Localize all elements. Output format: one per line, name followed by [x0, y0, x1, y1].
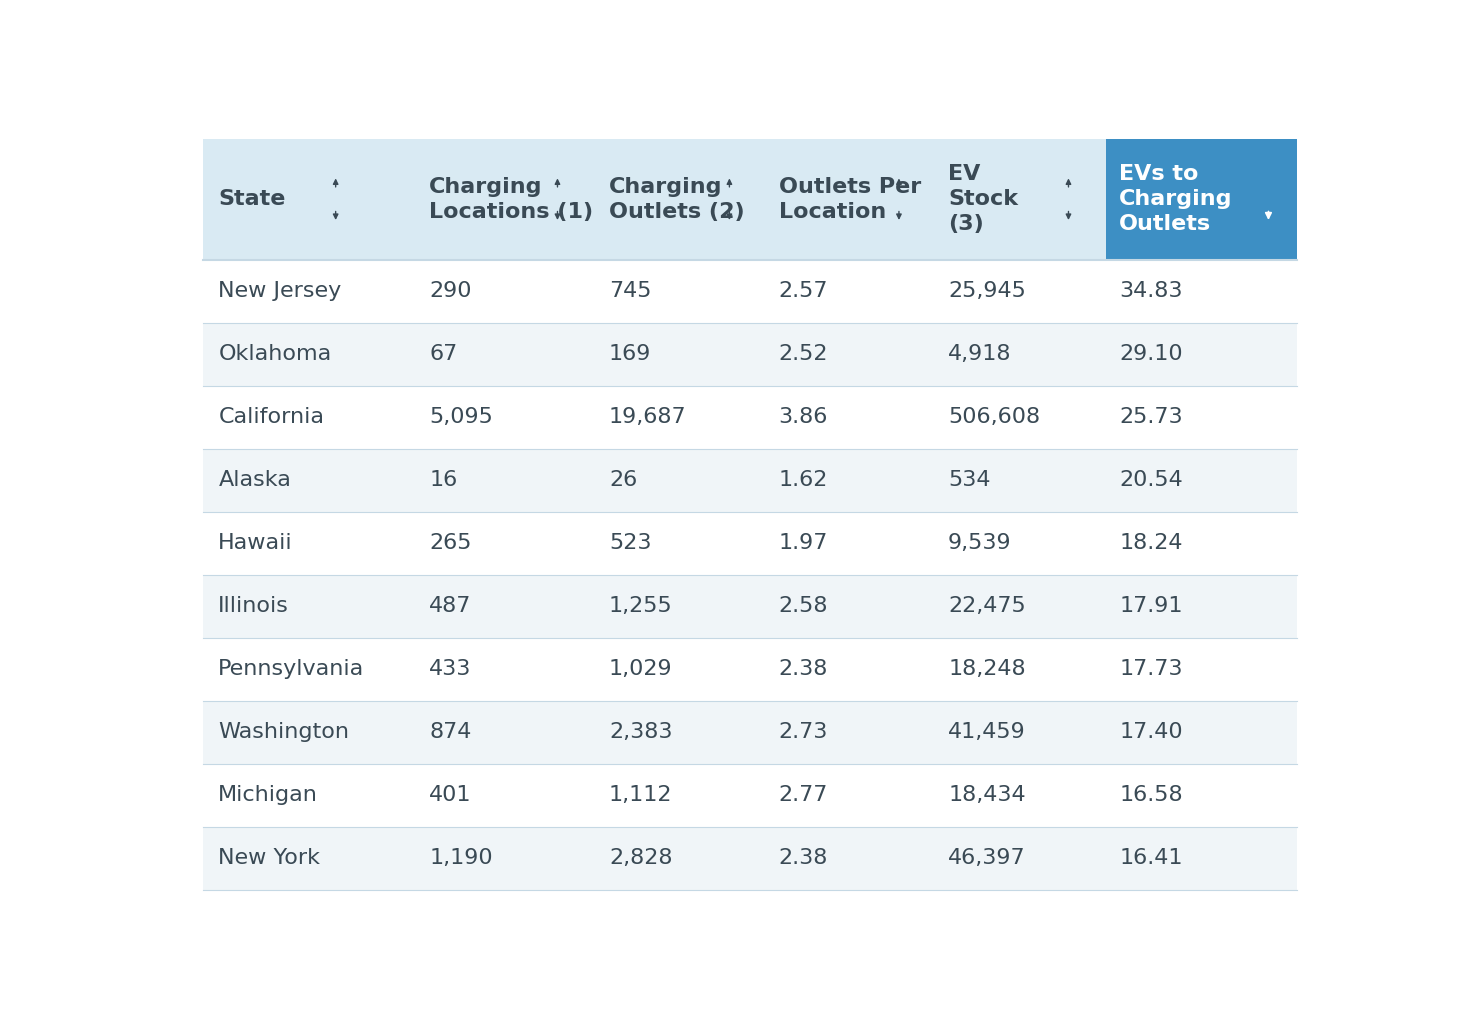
Text: New York: New York	[218, 848, 321, 869]
Text: Alaska: Alaska	[218, 471, 291, 490]
Text: 5,095: 5,095	[429, 407, 493, 428]
Text: 3.86: 3.86	[779, 407, 829, 428]
Text: 18,434: 18,434	[949, 786, 1026, 805]
Text: 25.73: 25.73	[1118, 407, 1183, 428]
Text: 16.58: 16.58	[1118, 786, 1183, 805]
Text: 9,539: 9,539	[949, 533, 1012, 553]
Text: California: California	[218, 407, 325, 428]
Text: 34.83: 34.83	[1118, 281, 1183, 302]
Text: 1,029: 1,029	[609, 659, 672, 679]
Text: 2,383: 2,383	[609, 722, 672, 743]
Text: 2,828: 2,828	[609, 848, 672, 869]
Text: 2.77: 2.77	[779, 786, 829, 805]
Text: 487: 487	[429, 596, 471, 616]
Text: 1.62: 1.62	[779, 471, 829, 490]
Text: 16.41: 16.41	[1118, 848, 1183, 869]
Bar	[203, 827, 1297, 890]
Text: 4,918: 4,918	[949, 345, 1012, 364]
Text: Washington: Washington	[218, 722, 350, 743]
Text: 2.58: 2.58	[779, 596, 829, 616]
Text: 17.40: 17.40	[1118, 722, 1183, 743]
Text: 20.54: 20.54	[1118, 471, 1183, 490]
Text: 1,190: 1,190	[429, 848, 493, 869]
Text: 25,945: 25,945	[949, 281, 1026, 302]
Text: 1,255: 1,255	[609, 596, 673, 616]
Text: 29.10: 29.10	[1118, 345, 1183, 364]
Text: 18,248: 18,248	[949, 659, 1026, 679]
Text: 46,397: 46,397	[949, 848, 1026, 869]
Text: 2.38: 2.38	[779, 659, 829, 679]
Text: 745: 745	[609, 281, 651, 302]
Bar	[203, 575, 1297, 637]
Text: Charging
Outlets (2): Charging Outlets (2)	[609, 177, 745, 222]
Bar	[203, 323, 1297, 386]
Text: Hawaii: Hawaii	[218, 533, 293, 553]
Bar	[203, 512, 1297, 575]
Text: 26: 26	[609, 471, 637, 490]
Text: 1,112: 1,112	[609, 786, 672, 805]
Text: Pennsylvania: Pennsylvania	[218, 659, 365, 679]
Text: Outlets Per
Location: Outlets Per Location	[779, 177, 921, 222]
Bar	[203, 764, 1297, 827]
Text: 401: 401	[429, 786, 471, 805]
Text: 874: 874	[429, 722, 471, 743]
Bar	[203, 701, 1297, 764]
Bar	[203, 449, 1297, 512]
Text: 19,687: 19,687	[609, 407, 687, 428]
Text: 2.52: 2.52	[779, 345, 829, 364]
Text: State: State	[218, 189, 285, 209]
Text: 2.73: 2.73	[779, 722, 829, 743]
Text: 41,459: 41,459	[949, 722, 1026, 743]
Text: Illinois: Illinois	[218, 596, 290, 616]
Text: Oklahoma: Oklahoma	[218, 345, 332, 364]
Text: 169: 169	[609, 345, 651, 364]
Text: 523: 523	[609, 533, 651, 553]
Text: EVs to
Charging
Outlets: EVs to Charging Outlets	[1118, 165, 1233, 234]
Text: 18.24: 18.24	[1118, 533, 1183, 553]
Text: 2.38: 2.38	[779, 848, 829, 869]
Text: 22,475: 22,475	[949, 596, 1026, 616]
Text: 2.57: 2.57	[779, 281, 829, 302]
Text: Charging
Locations (1): Charging Locations (1)	[429, 177, 593, 222]
Bar	[203, 260, 1297, 323]
Text: New Jersey: New Jersey	[218, 281, 341, 302]
Bar	[203, 637, 1297, 701]
Text: 534: 534	[949, 471, 991, 490]
Text: 265: 265	[429, 533, 471, 553]
Text: 290: 290	[429, 281, 471, 302]
Text: Michigan: Michigan	[218, 786, 318, 805]
Text: 16: 16	[429, 471, 458, 490]
Text: 506,608: 506,608	[949, 407, 1041, 428]
Text: EV
Stock
(3): EV Stock (3)	[949, 165, 1017, 234]
Bar	[203, 386, 1297, 449]
Text: 67: 67	[429, 345, 458, 364]
Text: 17.73: 17.73	[1118, 659, 1183, 679]
Text: 433: 433	[429, 659, 471, 679]
Text: 17.91: 17.91	[1118, 596, 1183, 616]
Text: 1.97: 1.97	[779, 533, 829, 553]
